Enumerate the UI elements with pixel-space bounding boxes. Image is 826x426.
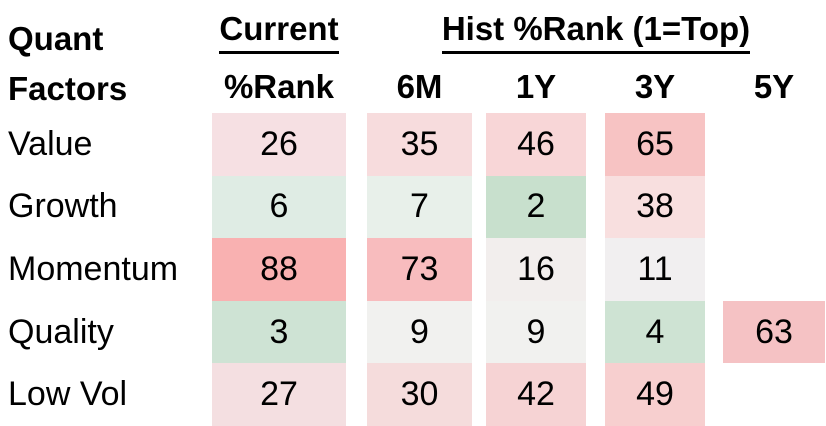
table-title-line2: Factors bbox=[8, 70, 128, 107]
rank-cell-6m: 73 bbox=[367, 238, 472, 301]
rank-cell-6m: 30 bbox=[367, 363, 472, 426]
rank-cell-current: 6 bbox=[212, 175, 346, 239]
rank-cell-current: 88 bbox=[212, 238, 346, 301]
rank-cell-current: 27 bbox=[212, 363, 346, 426]
factor-label: Growth bbox=[8, 187, 118, 226]
rank-cell-1y: 46 bbox=[486, 113, 586, 176]
rank-cell-3y: 11 bbox=[605, 238, 705, 301]
column-header-current-rank: %Rank bbox=[223, 68, 335, 105]
rank-cell-6m: 7 bbox=[367, 175, 472, 239]
current-group-header: Current bbox=[200, 10, 358, 54]
rank-cell-6m: 35 bbox=[367, 113, 472, 176]
rank-cell-current: 26 bbox=[212, 113, 346, 176]
rank-cell-5y: 63 bbox=[723, 300, 825, 364]
rank-cell-current: 3 bbox=[212, 300, 346, 364]
rank-cell-3y: 4 bbox=[605, 300, 705, 364]
factor-label: Value bbox=[8, 124, 93, 163]
rank-cell-1y: 2 bbox=[486, 175, 586, 239]
rank-cell-1y: 42 bbox=[486, 363, 586, 426]
factor-label: Low Vol bbox=[8, 375, 128, 414]
column-header-3y: 3Y bbox=[634, 68, 676, 105]
factor-label: Quality bbox=[8, 312, 114, 351]
rank-cell-1y: 9 bbox=[486, 300, 586, 364]
factor-label: Momentum bbox=[8, 249, 179, 288]
rank-cell-3y: 65 bbox=[605, 113, 705, 176]
rank-cell-1y: 16 bbox=[486, 238, 586, 301]
hist-group-header: Hist %Rank (1=Top) bbox=[367, 10, 825, 54]
rank-cell-3y: 38 bbox=[605, 175, 705, 239]
column-header-6m: 6M bbox=[396, 68, 443, 105]
column-header-5y: 5Y bbox=[753, 68, 795, 105]
rank-cell-6m: 9 bbox=[367, 300, 472, 364]
column-header-1y: 1Y bbox=[515, 68, 557, 105]
table-title-line1: Quant bbox=[8, 20, 104, 57]
table-title: Quant Factors bbox=[8, 14, 127, 114]
rank-cell-3y: 49 bbox=[605, 363, 705, 426]
